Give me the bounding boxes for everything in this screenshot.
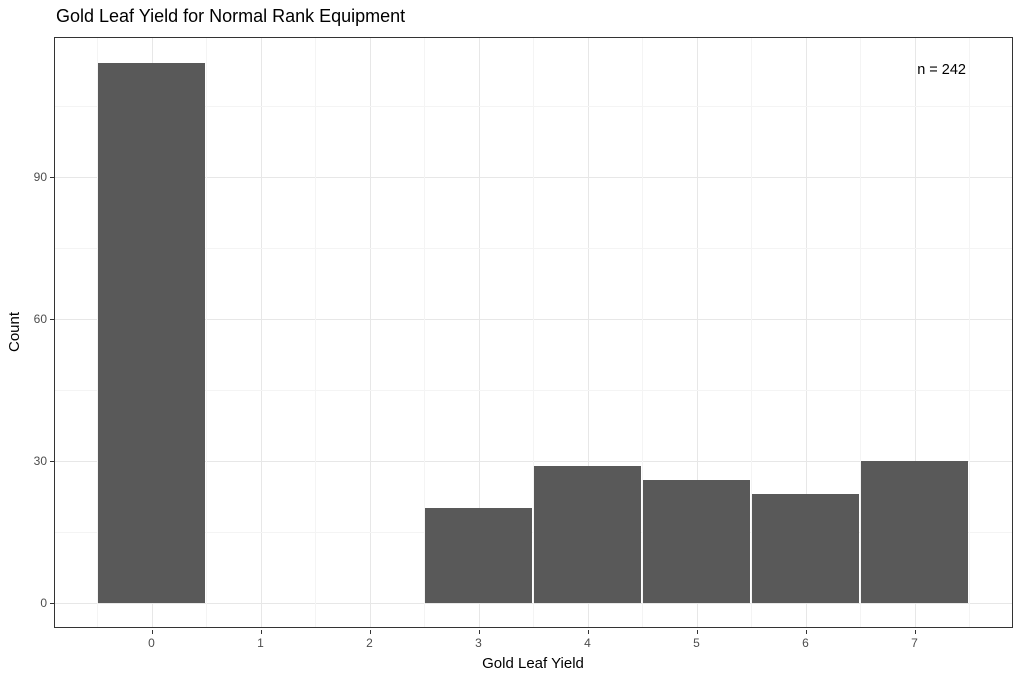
x-axis-tick-label: 0 <box>148 636 155 650</box>
chart-title: Gold Leaf Yield for Normal Rank Equipmen… <box>56 6 406 26</box>
histogram-bar-x3 <box>425 508 532 603</box>
gridline-minor-vertical <box>206 37 207 627</box>
y-axis-tick <box>49 177 54 179</box>
histogram-bar-x7 <box>861 461 968 603</box>
x-axis-tick <box>478 629 480 634</box>
y-axis-tick <box>49 603 54 604</box>
histogram-bar-x5 <box>643 479 750 603</box>
gridline-major-vertical <box>587 37 589 627</box>
gridline-minor-horizontal <box>54 390 1012 391</box>
x-axis-tick <box>151 629 153 634</box>
x-axis-tick <box>696 629 698 634</box>
histogram-bar-x6 <box>752 494 859 603</box>
y-axis-tick-label: 30 <box>33 454 47 468</box>
gridline-minor-vertical <box>97 37 98 627</box>
x-axis-tick <box>369 629 371 634</box>
gridline-major-vertical <box>478 37 480 627</box>
gridline-minor-vertical <box>751 37 752 627</box>
gridline-minor-horizontal <box>54 532 1012 533</box>
plot-panel: n = 242 <box>53 36 1013 628</box>
x-axis-tick <box>914 629 916 634</box>
x-axis-tick-label: 2 <box>366 636 373 650</box>
gridline-major-vertical <box>696 37 698 627</box>
x-axis-tick <box>260 629 262 634</box>
histogram-bar-x0 <box>98 63 205 603</box>
x-axis-tick <box>805 629 807 634</box>
gridline-major-vertical <box>805 37 807 627</box>
gridline-minor-vertical <box>424 37 425 627</box>
y-axis-tick-label: 0 <box>40 596 47 610</box>
x-axis-tick-label: 5 <box>693 636 700 650</box>
x-axis-tick-label: 1 <box>257 636 264 650</box>
y-axis-tick-label: 90 <box>33 170 47 185</box>
x-axis-tick-label: 4 <box>584 636 591 650</box>
histogram-bar-x4 <box>534 465 641 603</box>
x-axis-tick-label: 7 <box>911 636 918 650</box>
gridline-minor-horizontal <box>54 106 1012 108</box>
gridline-minor-vertical <box>969 37 970 627</box>
y-axis-tick <box>49 319 54 321</box>
gridline-minor-vertical <box>860 37 861 627</box>
x-axis-tick-label: 6 <box>802 636 809 650</box>
gridline-major-vertical <box>369 37 371 627</box>
x-axis-tick <box>587 629 589 634</box>
gridline-major-vertical <box>914 37 916 627</box>
x-axis-tick-label: 3 <box>475 636 482 650</box>
gridline-minor-horizontal <box>54 248 1012 250</box>
sample-size-annotation: n = 242 <box>917 61 966 78</box>
gridline-minor-vertical <box>642 37 643 627</box>
y-axis-tick <box>49 461 54 462</box>
x-axis-title: Gold Leaf Yield <box>482 655 584 672</box>
gridline-major-vertical <box>260 37 262 627</box>
gridline-minor-vertical <box>533 37 534 627</box>
y-axis-tick-label: 60 <box>33 312 47 327</box>
y-axis-title: Count <box>6 311 23 353</box>
gridline-minor-vertical <box>315 37 316 627</box>
